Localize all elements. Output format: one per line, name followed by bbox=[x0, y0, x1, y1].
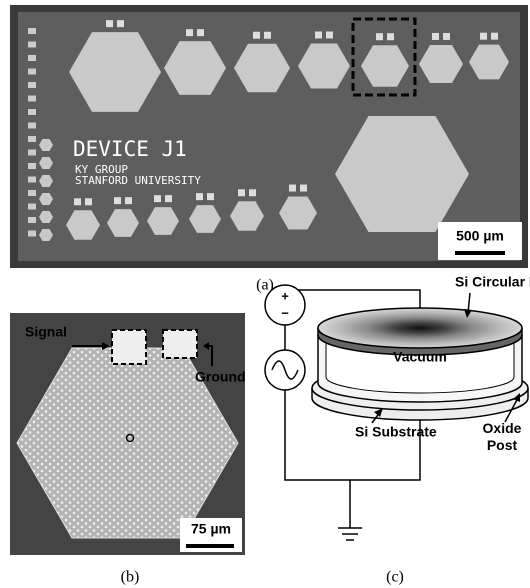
edge-pad bbox=[28, 177, 36, 183]
scale-text: 500 µm bbox=[456, 228, 504, 244]
ground-pad bbox=[163, 330, 197, 358]
pad bbox=[249, 189, 256, 196]
plate-label: Si Circular Plate bbox=[455, 274, 530, 290]
edge-pad bbox=[28, 109, 36, 115]
signal-pad bbox=[112, 330, 146, 364]
pad bbox=[315, 31, 322, 38]
edge-pad bbox=[28, 136, 36, 142]
pad bbox=[376, 33, 383, 40]
edge-pad bbox=[28, 55, 36, 61]
panel-b: Signal Ground 75 µm (b) bbox=[10, 313, 246, 586]
pad bbox=[85, 198, 92, 205]
panel-a: DEVICE J1 KY GROUP STANFORD UNIVERSITY 5… bbox=[10, 5, 528, 294]
figure: DEVICE J1 KY GROUP STANFORD UNIVERSITY 5… bbox=[0, 0, 530, 588]
edge-pad bbox=[28, 69, 36, 75]
edge-pad bbox=[28, 123, 36, 129]
edge-pad bbox=[28, 96, 36, 102]
university-text: STANFORD UNIVERSITY bbox=[75, 174, 201, 187]
pad bbox=[74, 198, 81, 205]
edge-pad bbox=[28, 217, 36, 223]
ground-symbol bbox=[338, 480, 362, 540]
signal-label: Signal bbox=[25, 324, 67, 340]
edge-pad bbox=[28, 204, 36, 210]
edge-pad bbox=[28, 163, 36, 169]
pad bbox=[238, 189, 245, 196]
scale-text: 75 µm bbox=[191, 521, 231, 537]
minus-sign: − bbox=[281, 305, 289, 320]
pad bbox=[491, 33, 498, 40]
pad bbox=[197, 29, 204, 36]
device-name: DEVICE J1 bbox=[73, 137, 187, 161]
pad bbox=[443, 33, 450, 40]
edge-pad bbox=[28, 150, 36, 156]
vacuum-label: Vacuum bbox=[393, 349, 447, 365]
caption: (c) bbox=[386, 569, 404, 586]
pad bbox=[387, 33, 394, 40]
pad bbox=[264, 32, 271, 39]
pad bbox=[165, 195, 172, 202]
pad bbox=[106, 20, 113, 27]
pad bbox=[125, 197, 132, 204]
edge-pad bbox=[28, 190, 36, 196]
pad bbox=[253, 32, 260, 39]
pad bbox=[480, 33, 487, 40]
plus-sign: + bbox=[281, 288, 289, 303]
scale-bar bbox=[186, 544, 234, 548]
edge-pad bbox=[28, 42, 36, 48]
pad bbox=[207, 193, 214, 200]
edge-pad bbox=[28, 28, 36, 34]
pad bbox=[326, 31, 333, 38]
pad bbox=[154, 195, 161, 202]
ground-label: Ground bbox=[195, 369, 246, 385]
pad bbox=[117, 20, 124, 27]
edge-pad bbox=[28, 231, 36, 237]
pad bbox=[186, 29, 193, 36]
pad bbox=[300, 185, 307, 192]
panel-c: + − Vacuum Si Circular Plate Si Substrat… bbox=[265, 274, 530, 586]
edge-pad bbox=[28, 82, 36, 88]
pad bbox=[196, 193, 203, 200]
pad bbox=[114, 197, 121, 204]
substrate-label: Si Substrate bbox=[355, 424, 437, 440]
scale-bar bbox=[455, 251, 505, 255]
pad bbox=[289, 185, 296, 192]
pad bbox=[432, 33, 439, 40]
circular-plate bbox=[318, 308, 522, 348]
caption: (b) bbox=[121, 569, 140, 586]
